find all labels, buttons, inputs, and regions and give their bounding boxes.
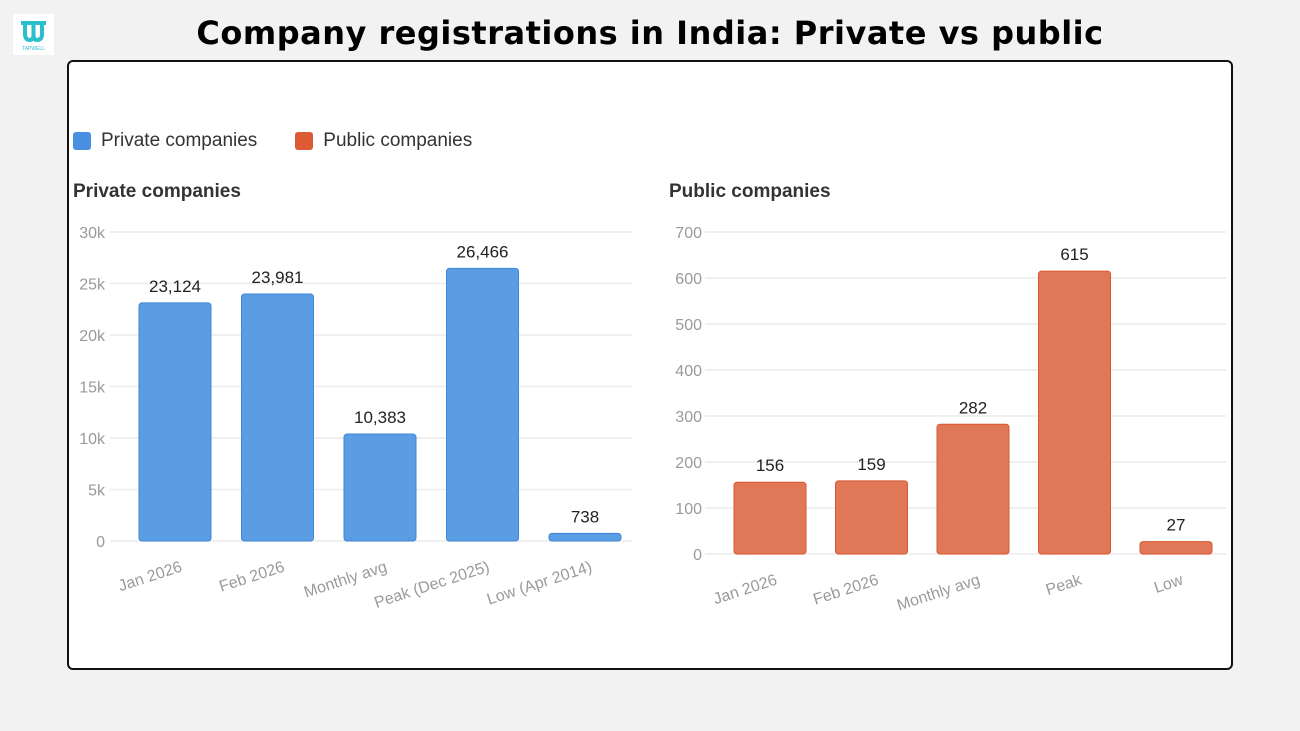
y-tick-label: 300 [675,409,702,426]
private-chart-title: Private companies [73,181,241,202]
bar [936,423,1010,555]
legend-label: Public companies [323,130,473,151]
data-label: 26,466 [457,242,509,261]
y-tick-label: 400 [675,363,702,380]
y-tick-label: 5k [88,483,106,500]
x-tick-label: Peak [1044,571,1085,599]
y-tick-label: 500 [675,317,702,334]
y-tick-label: 10k [79,431,106,448]
data-label: 27 [1167,516,1186,535]
tapwell-logo: TAPWELL [13,14,54,55]
y-tick-label: 700 [675,225,702,242]
bar [138,302,212,542]
y-tick-label: 0 [96,534,105,551]
legend-item-private[interactable]: Private companies [73,130,257,152]
x-tick-label: Jan 2026 [711,572,779,609]
data-label: 282 [959,398,987,417]
y-tick-label: 200 [675,455,702,472]
legend-swatch [73,132,91,150]
x-tick-label: Monthly avg [895,572,982,615]
data-label: 159 [857,455,885,474]
y-tick-label: 20k [79,328,106,345]
data-label: 10,383 [354,408,406,427]
data-label: 23,124 [149,277,201,296]
data-label: 156 [756,456,784,475]
data-label: 23,981 [252,268,304,287]
legend: Private companies Public companies [73,130,472,152]
bar [446,267,519,542]
legend-item-public[interactable]: Public companies [295,130,472,152]
public-chart-title: Public companies [669,181,831,202]
y-tick-label: 0 [693,547,702,564]
x-tick-label: Jan 2026 [116,559,184,596]
y-tick-label: 100 [675,501,702,518]
bar [1139,541,1213,555]
bar [835,480,908,555]
x-tick-label: Feb 2026 [811,572,881,609]
y-tick-label: 15k [79,380,106,397]
x-tick-label: Peak (Dec 2025) [372,559,491,612]
legend-swatch [295,132,314,150]
data-label: 615 [1060,245,1088,264]
bar [733,481,807,555]
svg-text:TAPWELL: TAPWELL [22,46,45,52]
bar [343,433,417,542]
y-tick-label: 25k [79,277,106,294]
bar [548,532,622,542]
x-tick-label: Feb 2026 [217,559,287,596]
x-tick-label: Low [1152,572,1186,597]
bar [1038,270,1111,555]
data-label: 738 [571,507,599,526]
y-tick-label: 600 [675,271,702,288]
page-title: Company registrations in India: Private … [196,14,1104,52]
legend-label: Private companies [101,130,258,151]
y-tick-label: 30k [79,225,106,242]
bar [241,293,314,542]
x-tick-label: Low (Apr 2014) [485,559,594,609]
